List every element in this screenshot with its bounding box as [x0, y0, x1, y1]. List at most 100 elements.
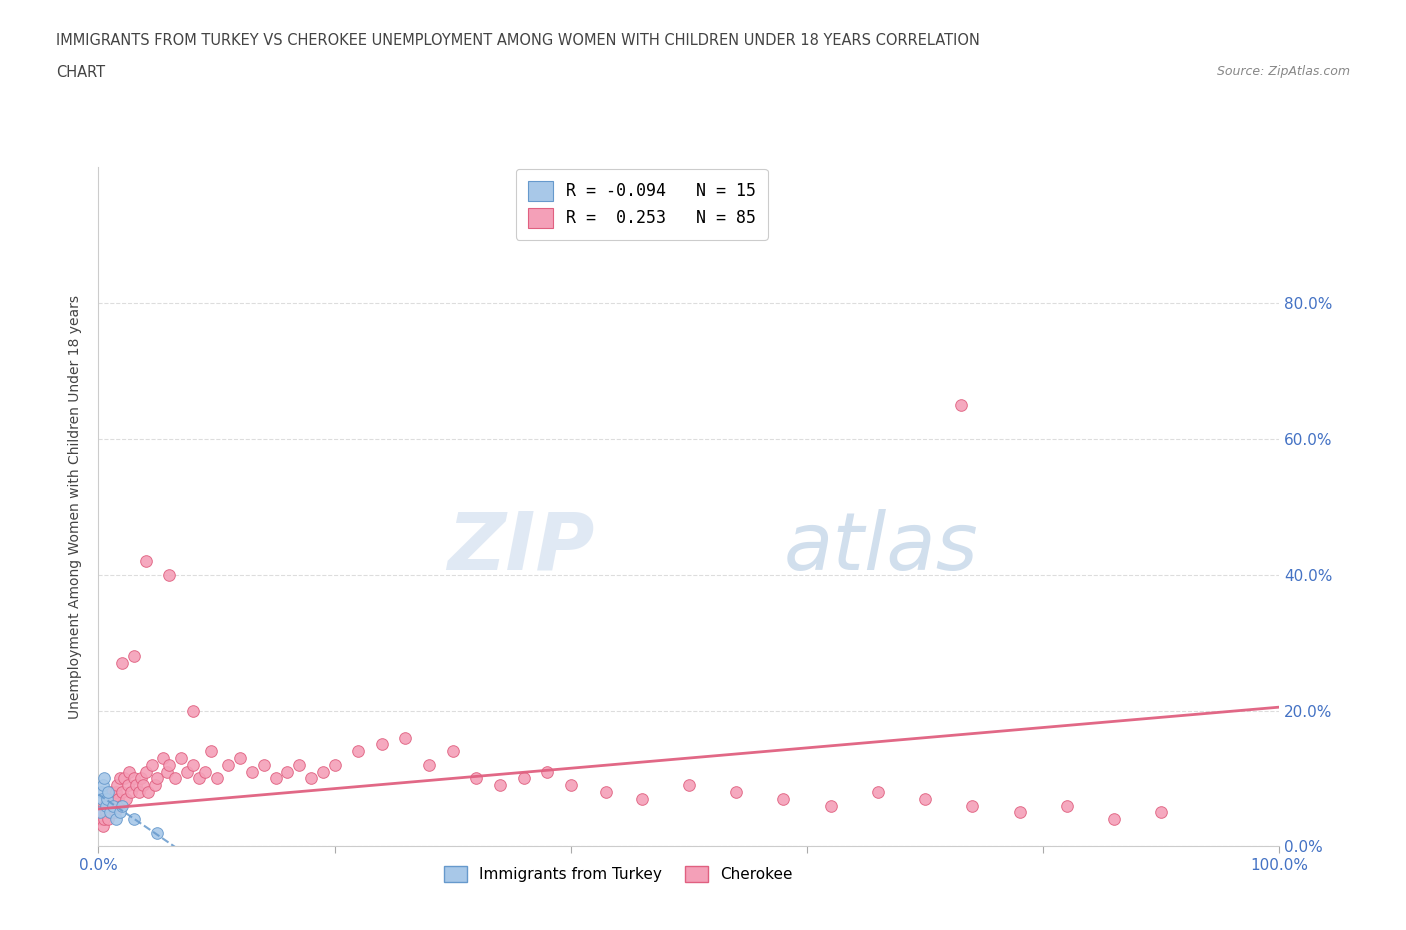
Text: Source: ZipAtlas.com: Source: ZipAtlas.com	[1216, 65, 1350, 78]
Point	[323, 757, 346, 772]
Point	[105, 812, 128, 827]
Legend: Immigrants from Turkey, Cherokee: Immigrants from Turkey, Cherokee	[436, 858, 800, 890]
Point	[111, 798, 134, 813]
Point	[630, 791, 652, 806]
Point	[128, 785, 150, 800]
Text: ZIP: ZIP	[447, 509, 595, 587]
Point	[678, 777, 700, 792]
Point	[136, 785, 159, 800]
Point	[110, 798, 132, 813]
Point	[101, 791, 124, 806]
Point	[121, 785, 143, 800]
Point	[114, 791, 136, 806]
Point	[299, 771, 322, 786]
Point	[536, 764, 558, 779]
Point	[253, 757, 276, 772]
Point	[1056, 798, 1078, 813]
Point	[94, 798, 117, 813]
Point	[104, 805, 127, 820]
Point	[962, 798, 984, 813]
Point	[146, 771, 169, 786]
Point	[465, 771, 488, 786]
Point	[820, 798, 842, 813]
Point	[98, 805, 121, 820]
Point	[512, 771, 534, 786]
Point	[229, 751, 252, 765]
Point	[108, 771, 131, 786]
Point	[118, 764, 141, 779]
Point	[90, 812, 112, 827]
Point	[181, 757, 204, 772]
Point	[866, 785, 889, 800]
Point	[96, 791, 118, 806]
Point	[122, 771, 145, 786]
Text: IMMIGRANTS FROM TURKEY VS CHEROKEE UNEMPLOYMENT AMONG WOMEN WITH CHILDREN UNDER : IMMIGRANTS FROM TURKEY VS CHEROKEE UNEMP…	[56, 33, 980, 47]
Point	[129, 771, 152, 786]
Point	[105, 777, 128, 792]
Point	[418, 757, 440, 772]
Point	[489, 777, 512, 792]
Point	[157, 757, 180, 772]
Point	[772, 791, 794, 806]
Point	[122, 812, 145, 827]
Text: atlas: atlas	[783, 509, 979, 587]
Point	[108, 805, 131, 820]
Point	[1102, 812, 1125, 827]
Point	[100, 785, 122, 800]
Point	[1150, 805, 1173, 820]
Point	[347, 744, 370, 759]
Point	[1008, 805, 1031, 820]
Point	[105, 785, 128, 800]
Point	[112, 771, 135, 786]
Point	[90, 785, 112, 800]
Point	[176, 764, 198, 779]
Point	[394, 730, 416, 745]
Point	[152, 751, 174, 765]
Point	[98, 805, 121, 820]
Point	[98, 791, 121, 806]
Point	[103, 798, 125, 813]
Point	[93, 798, 115, 813]
Point	[914, 791, 936, 806]
Point	[276, 764, 298, 779]
Point	[94, 805, 117, 820]
Point	[91, 818, 114, 833]
Point	[97, 785, 120, 800]
Point	[125, 777, 148, 792]
Point	[187, 771, 209, 786]
Point	[91, 805, 114, 820]
Point	[156, 764, 179, 779]
Point	[141, 757, 163, 772]
Point	[93, 812, 115, 827]
Point	[949, 398, 972, 413]
Point	[205, 771, 228, 786]
Point	[217, 757, 239, 772]
Point	[165, 771, 187, 786]
Y-axis label: Unemployment Among Women with Children Under 18 years: Unemployment Among Women with Children U…	[69, 295, 83, 719]
Point	[157, 567, 180, 582]
Point	[264, 771, 287, 786]
Point	[595, 785, 617, 800]
Point	[725, 785, 748, 800]
Point	[97, 812, 120, 827]
Point	[371, 737, 394, 752]
Point	[170, 751, 193, 765]
Point	[240, 764, 263, 779]
Point	[135, 764, 157, 779]
Point	[111, 656, 134, 671]
Point	[91, 777, 114, 792]
Point	[143, 777, 166, 792]
Point	[200, 744, 222, 759]
Point	[98, 798, 121, 813]
Point	[132, 777, 155, 792]
Point	[101, 798, 124, 813]
Point	[91, 791, 114, 806]
Text: CHART: CHART	[56, 65, 105, 80]
Point	[107, 791, 129, 806]
Point	[194, 764, 217, 779]
Point	[135, 553, 157, 568]
Point	[146, 825, 169, 840]
Point	[93, 771, 115, 786]
Point	[288, 757, 311, 772]
Point	[96, 791, 118, 806]
